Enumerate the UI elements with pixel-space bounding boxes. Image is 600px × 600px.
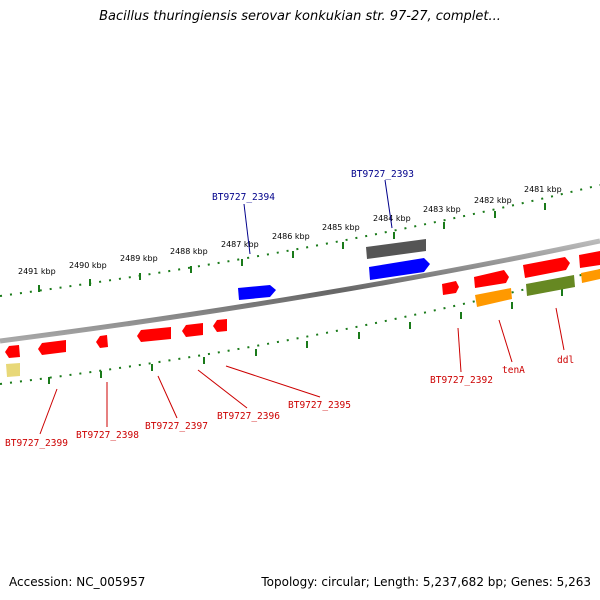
forward-gene-label[interactable]: BT9727_2394 — [212, 192, 275, 203]
gene-left-2[interactable] — [38, 340, 66, 355]
gene-right-3[interactable] — [523, 257, 570, 278]
gene-orange-right[interactable] — [581, 269, 600, 283]
gene-right-1[interactable] — [442, 281, 459, 295]
gene-tena-bar[interactable] — [475, 288, 512, 307]
ruler-labels: 2491 kbp 2490 kbp 2489 kbp 2488 kbp 2487 kbp… — [18, 185, 562, 276]
ruler-label: 2488 kbp — [170, 247, 208, 256]
ruler-label: 2491 kbp — [18, 267, 56, 276]
gene-bt9727-2393-arrow[interactable] — [366, 239, 426, 259]
accession-label: Accession: NC_005957 — [9, 575, 146, 589]
reverse-genes[interactable] — [5, 319, 227, 377]
gene-bt9727-2394-arrow[interactable] — [238, 285, 276, 300]
reverse-gene-label[interactable]: BT9727_2392 — [430, 375, 493, 386]
label-connectors — [39, 179, 565, 435]
gene-right-2[interactable] — [474, 270, 509, 288]
gene-right-4[interactable] — [579, 251, 600, 268]
ruler-label: 2482 kbp — [474, 196, 512, 205]
ruler-label: 2485 kbp — [322, 223, 360, 232]
reverse-gene-label[interactable]: BT9727_2395 — [288, 400, 351, 411]
reverse-gene-label[interactable]: ddl — [557, 355, 574, 366]
page-title: Bacillus thuringiensis serovar konkukian… — [99, 9, 501, 24]
forward-genes[interactable] — [238, 239, 600, 307]
ruler-label: 2489 kbp — [120, 254, 158, 263]
genome-backbone — [0, 238, 600, 344]
reverse-gene-label[interactable]: tenA — [502, 365, 525, 376]
upper-major-ticks — [38, 203, 546, 292]
gene-labels: BT9727_2394 BT9727_2393 BT9727_2399 BT9727_… — [5, 169, 574, 449]
gene-ddl-bar[interactable] — [526, 275, 575, 296]
gene-left-5[interactable] — [182, 323, 203, 337]
gene-left-1[interactable] — [5, 345, 20, 358]
gene-left-3[interactable] — [96, 335, 108, 348]
ruler-label: 2490 kbp — [69, 261, 107, 270]
reverse-gene-label[interactable]: BT9727_2398 — [76, 430, 139, 441]
ruler-label: 2484 kbp — [373, 214, 411, 223]
ruler-label: 2487 kbp — [221, 240, 259, 249]
reverse-gene-label[interactable]: BT9727_2397 — [145, 421, 208, 432]
genome-summary: Topology: circular; Length: 5,237,682 bp… — [261, 575, 591, 589]
ruler-label: 2486 kbp — [272, 232, 310, 241]
ruler-label: 2483 kbp — [423, 205, 461, 214]
gene-bt9727-2393-arrow-blue[interactable] — [369, 258, 430, 280]
reverse-gene-label[interactable]: BT9727_2396 — [217, 411, 280, 422]
gene-left-6[interactable] — [213, 319, 227, 332]
gene-left-4[interactable] — [137, 327, 171, 342]
forward-gene-label[interactable]: BT9727_2393 — [351, 169, 414, 180]
lower-major-ticks — [48, 289, 563, 384]
gene-pale-left[interactable] — [6, 363, 20, 377]
reverse-gene-label[interactable]: BT9727_2399 — [5, 438, 68, 449]
ruler-label: 2481 kbp — [524, 185, 562, 194]
